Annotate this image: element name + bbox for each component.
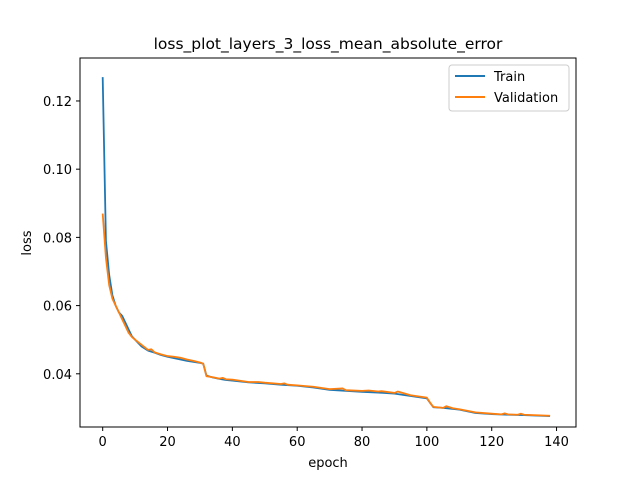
x-axis: 0 20 40 60 80 100 120 140 xyxy=(99,427,569,450)
y-tick-label: 0.12 xyxy=(43,95,72,110)
x-axis-label: epoch xyxy=(308,456,348,471)
x-tick-label: 140 xyxy=(544,435,569,450)
series-line-train xyxy=(101,77,551,417)
chart-title: loss_plot_layers_3_loss_mean_absolute_er… xyxy=(154,35,503,54)
series-line-validation xyxy=(101,213,551,417)
y-tick-label: 0.10 xyxy=(43,163,72,178)
axes-frame xyxy=(79,57,577,428)
x-tick-label: 120 xyxy=(479,435,504,450)
x-tick-label: 20 xyxy=(159,435,176,450)
plot-area xyxy=(101,77,551,417)
x-tick-label: 40 xyxy=(224,435,241,450)
x-tick-label: 60 xyxy=(289,435,306,450)
y-tick-label: 0.06 xyxy=(43,300,72,315)
x-tick-label: 0 xyxy=(99,435,107,450)
legend-label-train: Train xyxy=(493,70,525,85)
y-tick-label: 0.08 xyxy=(43,231,72,246)
y-axis-label: loss xyxy=(20,230,35,255)
y-axis: 0.04 0.06 0.08 0.10 0.12 xyxy=(43,95,80,383)
legend: Train Validation xyxy=(448,64,570,112)
legend-label-validation: Validation xyxy=(494,91,558,106)
y-tick-label: 0.04 xyxy=(43,368,72,383)
x-tick-label: 100 xyxy=(414,435,439,450)
x-tick-label: 80 xyxy=(354,435,371,450)
